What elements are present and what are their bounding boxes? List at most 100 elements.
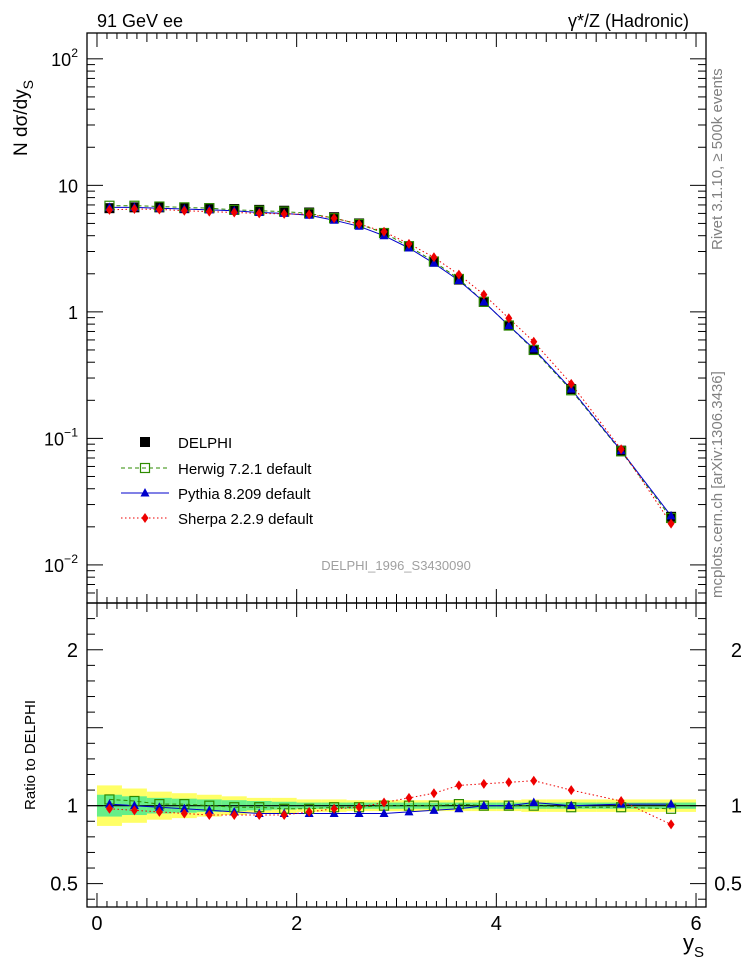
ratio-ytick-label-left: 1 — [67, 796, 78, 818]
main-point-sherpa — [280, 208, 288, 219]
main-ytick-label-exp: 2 — [71, 46, 78, 60]
ratio-point-sherpa — [130, 805, 138, 816]
main-point-sherpa — [480, 289, 488, 300]
main-point-sherpa — [155, 204, 163, 215]
ratio-point-sherpa — [355, 802, 363, 813]
ratio-point-sherpa — [405, 792, 413, 803]
main-point-sherpa — [330, 213, 338, 224]
legend-marker-pythia — [140, 488, 150, 497]
ratio-point-sherpa — [255, 810, 263, 821]
main-point-sherpa — [380, 226, 388, 237]
xlabel: yS — [683, 930, 704, 961]
legend-label-sherpa: Sherpa 2.2.9 default — [178, 511, 314, 528]
main-ylabel-sub: S — [20, 80, 36, 89]
main-point-pythia — [429, 258, 439, 267]
legend-label-data: DELPHI — [178, 435, 232, 452]
ratio-point-sherpa — [180, 808, 188, 819]
ratio-point-sherpa — [617, 795, 625, 806]
ratio-series-group — [104, 775, 677, 830]
main-point-sherpa — [567, 378, 575, 389]
ratio-point-sherpa — [205, 810, 213, 821]
main-point-sherpa — [180, 205, 188, 216]
ratio-point-sherpa — [480, 778, 488, 789]
legend-marker-sherpa — [141, 513, 149, 523]
ratio-point-sherpa — [430, 788, 438, 799]
main-point-pythia — [504, 320, 514, 330]
ratio-point-pythia — [154, 802, 164, 811]
header-left: 91 GeV ee — [97, 11, 183, 31]
main-ytick-label: 10−2 — [44, 552, 78, 576]
main-point-sherpa — [105, 204, 113, 215]
ratio-point-sherpa — [667, 819, 675, 830]
ratio-point-pythia — [479, 800, 489, 810]
ratio-point-pythia — [429, 805, 439, 814]
main-point-sherpa — [505, 313, 513, 324]
main-ytick-label-exp: −2 — [64, 552, 78, 566]
ratio-ytick-label-left: 0.5 — [50, 874, 78, 896]
ratio-point-pythia — [529, 797, 539, 807]
main-ytick-label: 10 — [58, 176, 78, 196]
ratio-point-pythia — [179, 803, 189, 813]
main-point-pythia — [479, 296, 489, 306]
main-point-sherpa — [405, 238, 413, 249]
main-ytick-label: 10−1 — [44, 425, 78, 449]
watermark: DELPHI_1996_S3430090 — [321, 558, 471, 573]
ratio-point-pythia — [566, 800, 576, 810]
main-ytick-label-base: 10 — [44, 556, 64, 576]
ratio-frame — [86, 602, 707, 908]
main-point-sherpa — [667, 518, 675, 529]
main-point-pythia — [454, 275, 464, 284]
ratio-xtick-label: 4 — [491, 913, 502, 935]
main-ytick-label: 102 — [51, 46, 78, 70]
main-point-sherpa — [430, 252, 438, 263]
ratio-point-pythia — [666, 799, 676, 808]
legend-marker-herwig — [139, 462, 151, 474]
ratio-point-sherpa — [530, 775, 538, 786]
main-point-sherpa — [305, 209, 313, 220]
ratio-point-sherpa — [567, 785, 575, 796]
legend-label-herwig: Herwig 7.2.1 default — [178, 461, 312, 478]
main-ytick-label-exp: −1 — [64, 425, 78, 439]
ratio-line-herwig — [109, 798, 672, 810]
main-line-sherpa — [109, 208, 672, 524]
ratio-xtick-label: 6 — [690, 913, 701, 935]
main-ylabel-text: N dσ/dy — [11, 89, 32, 156]
ratio-ytick-label-right: 0.5 — [714, 874, 742, 896]
legend-marker-data — [140, 437, 150, 447]
mcplots-label: mcplots.cern.ch [arXiv:1306.3436] — [709, 371, 726, 598]
main-point-pythia — [529, 343, 539, 353]
main-ytick-label-base: 10 — [44, 429, 64, 449]
ratio-point-sherpa — [280, 810, 288, 821]
header-right: γ*/Z (Hadronic) — [568, 11, 689, 31]
main-point-sherpa — [530, 336, 538, 347]
ratio-point-pythia — [404, 806, 414, 816]
main-point-sherpa — [130, 204, 138, 215]
main-point-sherpa — [617, 444, 625, 455]
legend-label-pythia: Pythia 8.209 default — [178, 486, 311, 503]
main-series-group — [104, 200, 677, 529]
ratio-point-sherpa — [455, 780, 463, 791]
ratio-ytick-label-left: 2 — [67, 640, 78, 662]
ratio-ylabel: Ratio to DELPHI — [22, 700, 39, 810]
xlabel-text: y — [683, 930, 694, 955]
main-point-pythia — [666, 510, 676, 520]
legend: DELPHI Herwig 7.2.1 default Pythia 8.209 d… — [121, 435, 314, 528]
xlabel-sub: S — [694, 944, 704, 961]
main-ylabel: N dσ/dyS — [11, 80, 36, 156]
main-point-sherpa — [455, 269, 463, 280]
ratio-point-sherpa — [155, 806, 163, 817]
ratio-xtick-label: 0 — [91, 913, 102, 935]
ratio-point-sherpa — [380, 797, 388, 808]
ratio-point-pythia — [104, 799, 114, 808]
ratio-point-pythia — [354, 808, 364, 817]
ratio-point-pythia — [504, 800, 514, 810]
main-line-herwig — [109, 205, 672, 519]
rivet-label: Rivet 3.1.10, ≥ 500k events — [709, 68, 726, 250]
ratio-point-sherpa — [330, 803, 338, 814]
ratio-xtick-label: 2 — [291, 913, 302, 935]
main-ytick-label-base: 10 — [51, 50, 71, 70]
ratio-ytick-label-right: 1 — [731, 796, 742, 818]
main-ytick-label: 1 — [68, 303, 78, 323]
